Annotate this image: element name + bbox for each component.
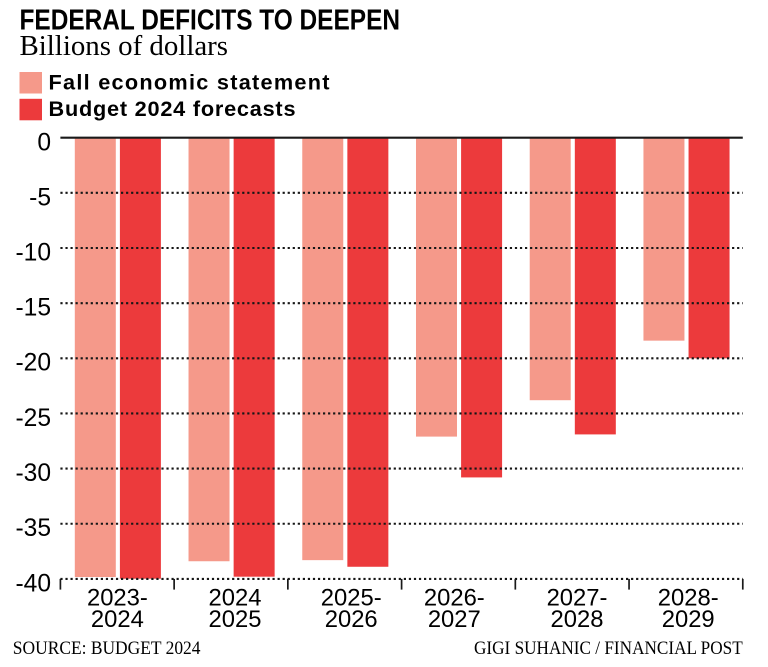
svg-text:2028: 2028: [551, 606, 604, 633]
svg-text:Billions of dollars: Billions of dollars: [20, 31, 229, 62]
svg-text:2027-: 2027-: [547, 585, 608, 612]
svg-text:-15: -15: [15, 295, 51, 322]
svg-text:2027: 2027: [428, 606, 481, 633]
svg-text:2023-: 2023-: [87, 585, 148, 612]
svg-text:-20: -20: [15, 350, 51, 377]
svg-text:2024: 2024: [91, 606, 144, 633]
svg-text:0: 0: [37, 129, 51, 156]
svg-text:FEDERAL DEFICITS TO DEEPEN: FEDERAL DEFICITS TO DEEPEN: [20, 4, 401, 36]
svg-text:2025: 2025: [209, 606, 262, 633]
svg-text:-40: -40: [15, 570, 51, 597]
svg-text:-35: -35: [15, 515, 51, 542]
svg-text:-10: -10: [15, 239, 51, 266]
svg-text:-5: -5: [29, 184, 51, 211]
svg-text:Fall economic statement: Fall economic statement: [49, 70, 330, 95]
svg-text:2029: 2029: [662, 606, 715, 633]
svg-text:2025-: 2025-: [321, 585, 382, 612]
svg-text:SOURCE: BUDGET 2024: SOURCE: BUDGET 2024: [13, 638, 201, 659]
svg-text:2026: 2026: [325, 606, 378, 633]
svg-text:-30: -30: [15, 460, 51, 487]
svg-text:-25: -25: [15, 405, 51, 432]
svg-text:2026-: 2026-: [424, 585, 485, 612]
svg-text:2024: 2024: [209, 585, 262, 612]
svg-text:2028-: 2028-: [658, 585, 719, 612]
svg-text:Budget 2024 forecasts: Budget 2024 forecasts: [49, 96, 296, 121]
svg-text:GIGI SUHANIC / FINANCIAL POST: GIGI SUHANIC / FINANCIAL POST: [474, 638, 743, 659]
